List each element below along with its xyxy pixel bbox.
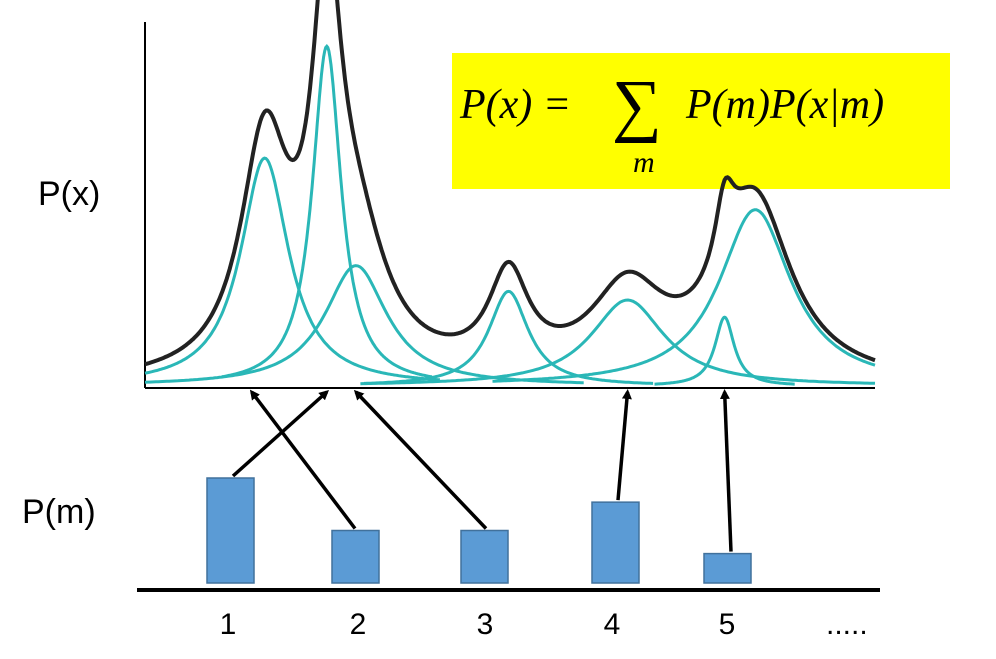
category-label-4: 4 xyxy=(604,608,621,641)
prior-bar-3 xyxy=(460,529,509,584)
arrow-bar-2-to-component-1 xyxy=(249,389,357,530)
formula-rhs: P(m)P(x|m) xyxy=(685,82,884,128)
formula-sum-index: m xyxy=(633,146,655,179)
pm-axis-label: P(m) xyxy=(22,493,96,531)
prior-bar-4 xyxy=(591,501,640,584)
prior-bars xyxy=(206,477,752,584)
arrow-bar-3-to-component-3 xyxy=(353,389,488,530)
arrow-bar-4-to-component-5 xyxy=(616,389,632,501)
arrow-bar-1-to-component-2 xyxy=(231,389,330,478)
prior-bar-1 xyxy=(206,477,255,584)
formula-lhs: P(x) = xyxy=(459,82,571,128)
prior-bar-5 xyxy=(703,552,752,584)
prior-bar-2 xyxy=(331,529,380,584)
category-labels: 1 2 3 4 5 xyxy=(220,608,736,641)
category-label-3: 3 xyxy=(477,608,494,641)
mixture-curve xyxy=(144,0,876,367)
component-curve-4 xyxy=(364,289,654,385)
component-curve-5 xyxy=(360,298,876,386)
component-curve-2 xyxy=(221,44,433,379)
mapping-arrows xyxy=(231,389,733,552)
formula-box: P(x) = ∑ m P(m)P(x|m) xyxy=(452,53,950,189)
component-curve-7 xyxy=(492,208,876,383)
component-curve-1 xyxy=(144,156,440,382)
category-label-2: 2 xyxy=(350,608,367,641)
component-curve-6 xyxy=(654,315,795,386)
continuation-dots: ..... xyxy=(826,608,868,641)
category-label-1: 1 xyxy=(220,608,237,641)
formula-sum-symbol: ∑ xyxy=(612,67,662,144)
px-axis-label: P(x) xyxy=(38,175,100,213)
formula-background xyxy=(452,53,950,189)
density-curves xyxy=(144,0,876,386)
arrow-bar-5-to-component-6 xyxy=(719,389,733,552)
category-label-5: 5 xyxy=(719,608,736,641)
